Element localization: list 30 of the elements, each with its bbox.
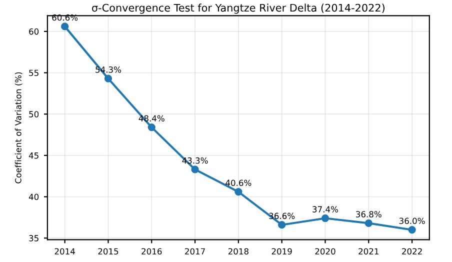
chart-title: σ-Convergence Test for Yangtze River Delta (2014-2022) — [92, 4, 384, 14]
x-tick-label: 2019 — [272, 248, 292, 255]
x-tick-label: 2022 — [402, 248, 422, 255]
data-label: 37.4% — [312, 206, 338, 212]
point — [148, 123, 156, 132]
point — [191, 166, 199, 174]
x-tick-label: 2016 — [142, 248, 162, 255]
y-tick-label: 35 — [29, 235, 38, 242]
point — [61, 22, 69, 30]
x-tick-label: 2017 — [185, 248, 205, 255]
y-tick-label: 40 — [28, 194, 39, 200]
x-tick-label: 2018 — [228, 248, 248, 255]
y-tick-label: 50 — [29, 111, 39, 118]
point — [321, 214, 330, 222]
y-tick-label: 45 — [28, 152, 38, 159]
y-tick-label: 60 — [29, 28, 39, 35]
y-tick-label: 55 — [29, 70, 38, 76]
x-tick-label: 2015 — [98, 248, 118, 255]
point — [104, 74, 112, 82]
point — [234, 188, 242, 196]
data-label: 40.6% — [226, 180, 252, 186]
point — [364, 219, 372, 228]
y-axis-title: Coefficient of Variation (%) — [14, 72, 22, 184]
x-tick-label: 2021 — [358, 248, 378, 255]
point — [408, 226, 416, 234]
x-tick-label: 2014 — [54, 248, 75, 255]
data-label: 36.0% — [399, 218, 425, 224]
data-label: 36.8% — [356, 211, 382, 218]
x-tick-label: 2020 — [315, 248, 336, 255]
point — [278, 221, 286, 229]
